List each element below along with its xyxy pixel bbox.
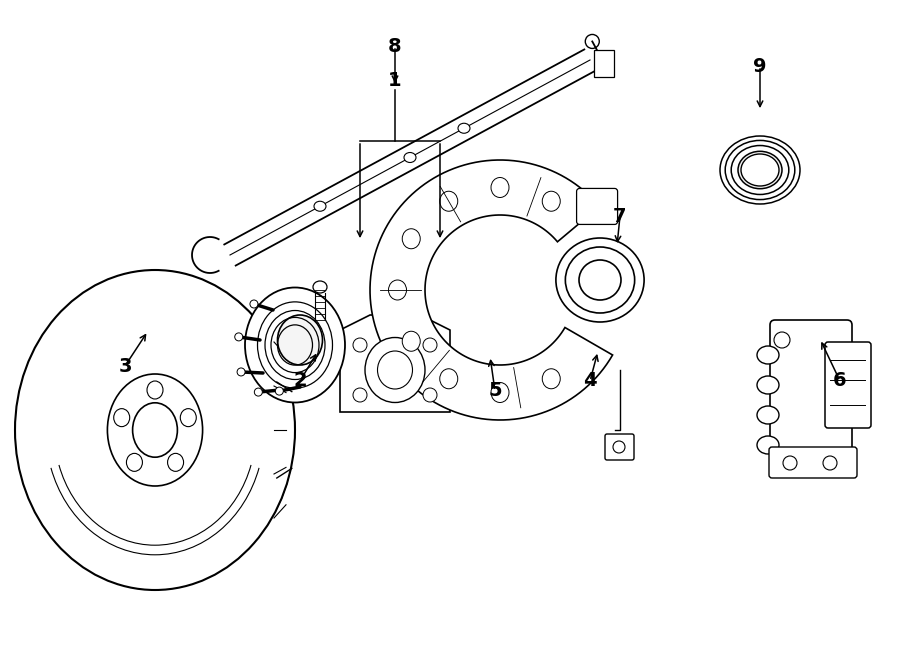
Ellipse shape <box>113 408 130 426</box>
Circle shape <box>255 388 262 396</box>
Circle shape <box>235 333 243 341</box>
FancyBboxPatch shape <box>577 188 617 225</box>
Ellipse shape <box>757 376 779 394</box>
Ellipse shape <box>402 229 420 249</box>
Ellipse shape <box>757 346 779 364</box>
Text: 4: 4 <box>583 371 597 391</box>
Circle shape <box>237 368 245 376</box>
FancyBboxPatch shape <box>825 342 871 428</box>
Text: 6: 6 <box>833 371 847 391</box>
Circle shape <box>275 387 284 395</box>
Circle shape <box>250 300 258 308</box>
Ellipse shape <box>107 374 202 486</box>
Ellipse shape <box>725 140 795 200</box>
Ellipse shape <box>404 153 416 163</box>
FancyBboxPatch shape <box>594 50 614 77</box>
Ellipse shape <box>741 154 779 186</box>
Ellipse shape <box>542 191 560 212</box>
FancyBboxPatch shape <box>769 447 857 478</box>
Ellipse shape <box>731 145 788 194</box>
Text: 9: 9 <box>753 56 767 75</box>
Circle shape <box>597 56 611 69</box>
Text: 7: 7 <box>613 206 626 225</box>
Polygon shape <box>340 315 450 412</box>
Circle shape <box>774 332 790 348</box>
Circle shape <box>823 456 837 470</box>
Circle shape <box>353 338 367 352</box>
Ellipse shape <box>542 369 560 389</box>
Circle shape <box>613 441 625 453</box>
Text: 8: 8 <box>388 36 401 56</box>
Circle shape <box>585 34 599 48</box>
Ellipse shape <box>389 280 407 300</box>
Ellipse shape <box>132 403 177 457</box>
Ellipse shape <box>458 123 470 134</box>
Ellipse shape <box>314 201 326 212</box>
Ellipse shape <box>440 191 458 212</box>
Ellipse shape <box>15 270 295 590</box>
Circle shape <box>423 388 437 402</box>
Ellipse shape <box>313 281 327 293</box>
Text: 5: 5 <box>488 381 502 401</box>
Circle shape <box>423 338 437 352</box>
FancyBboxPatch shape <box>770 320 852 460</box>
Ellipse shape <box>277 315 322 365</box>
Ellipse shape <box>491 178 509 198</box>
Ellipse shape <box>126 453 142 471</box>
Ellipse shape <box>402 331 420 351</box>
Ellipse shape <box>245 288 345 403</box>
Ellipse shape <box>579 260 621 300</box>
Ellipse shape <box>491 383 509 403</box>
Ellipse shape <box>377 351 412 389</box>
Ellipse shape <box>147 381 163 399</box>
Ellipse shape <box>180 408 196 426</box>
Ellipse shape <box>720 136 800 204</box>
Ellipse shape <box>738 151 782 188</box>
Text: 1: 1 <box>388 71 401 91</box>
Ellipse shape <box>757 406 779 424</box>
Ellipse shape <box>440 369 458 389</box>
FancyBboxPatch shape <box>605 434 634 460</box>
Ellipse shape <box>365 338 425 403</box>
Text: 2: 2 <box>293 371 307 391</box>
Ellipse shape <box>757 436 779 454</box>
Text: 3: 3 <box>118 356 131 375</box>
Ellipse shape <box>167 453 184 471</box>
Polygon shape <box>370 160 613 420</box>
Circle shape <box>353 388 367 402</box>
Circle shape <box>783 456 797 470</box>
